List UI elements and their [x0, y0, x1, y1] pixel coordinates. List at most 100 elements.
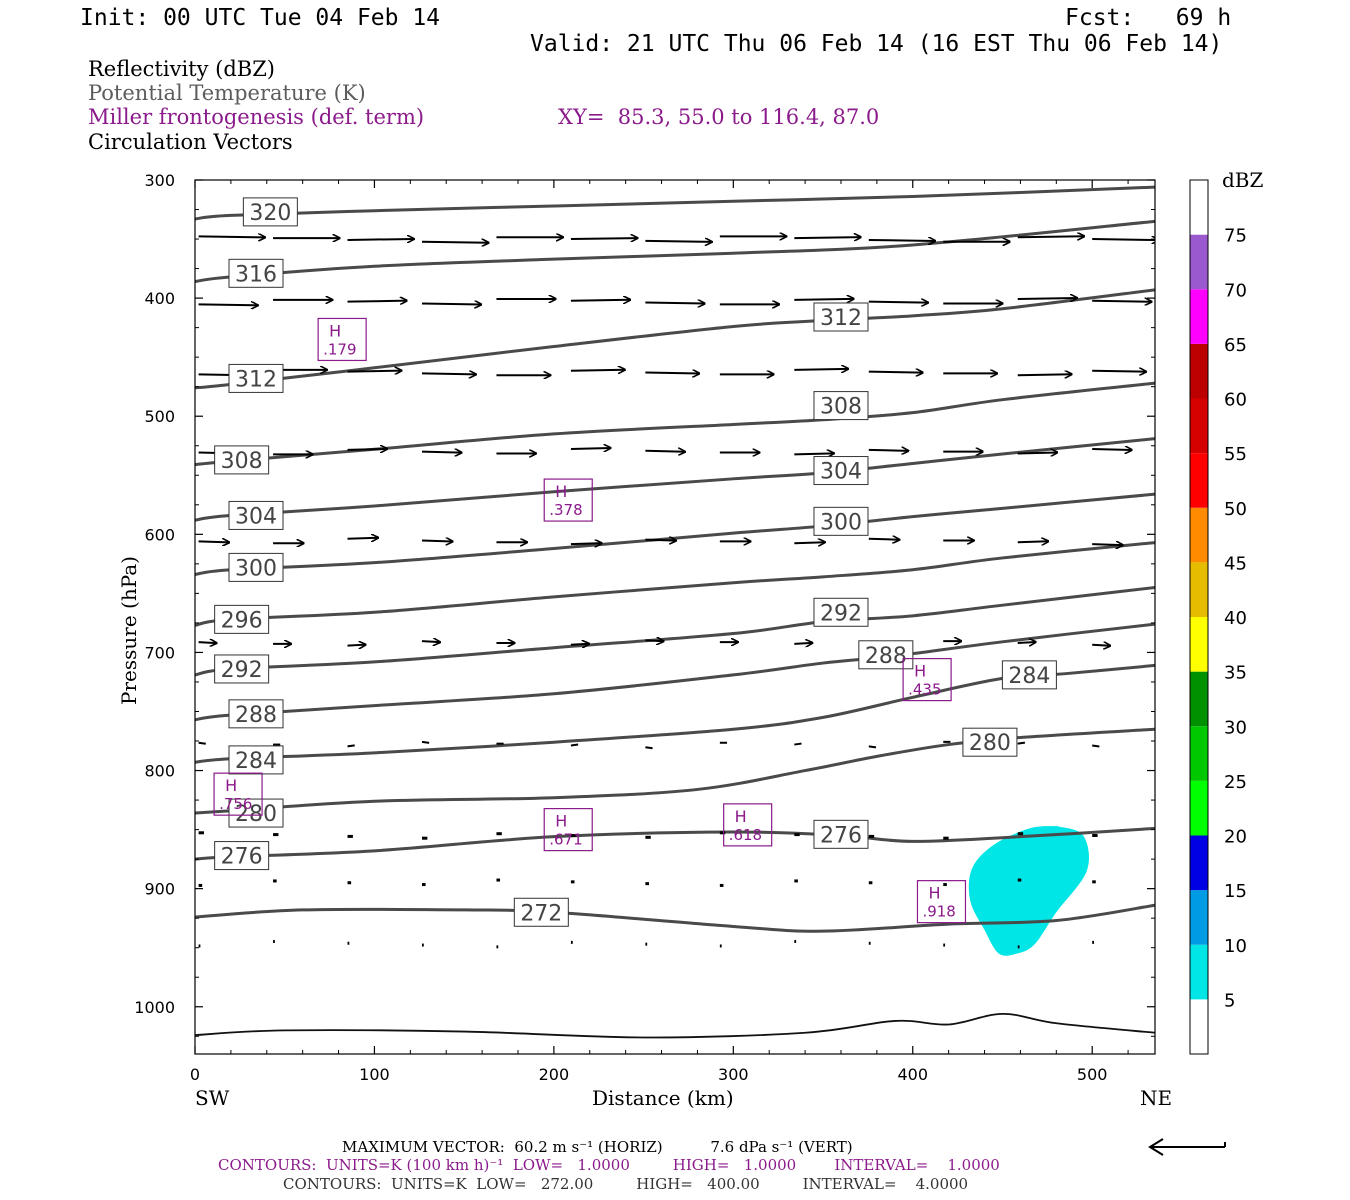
circulation-vector — [1017, 236, 1084, 237]
svg-text:.179: .179 — [323, 340, 356, 358]
svg-text:300: 300 — [235, 556, 277, 581]
x-axis-title: Distance (km) — [592, 1086, 734, 1110]
theta-contour-label: 316 — [228, 258, 284, 288]
theta-contour-label: 292 — [214, 654, 270, 684]
circulation-vector — [198, 642, 217, 643]
svg-text:312: 312 — [820, 306, 862, 331]
circulation-vector — [1017, 741, 1026, 745]
theta-contour-label: 320 — [242, 197, 298, 227]
circulation-vector — [421, 452, 461, 453]
circulation-vector — [794, 237, 860, 238]
circulation-vector — [1017, 642, 1036, 643]
theta-contour-292 — [195, 585, 1155, 677]
frontogenesis-maximum: H.618 — [723, 803, 773, 847]
circulation-vector — [421, 242, 488, 243]
colorbar-segment — [1190, 562, 1208, 617]
circulation-vector — [868, 450, 908, 451]
circulation-vector — [794, 299, 853, 300]
circulation-vector — [1092, 744, 1100, 748]
x-tick-label: 400 — [897, 1065, 928, 1084]
theta-contour-288 — [195, 622, 1155, 722]
svg-text:304: 304 — [820, 460, 862, 485]
theta-contour-label: 272 — [513, 897, 569, 927]
circulation-vector — [868, 745, 877, 749]
colorbar-label: 25 — [1224, 772, 1247, 793]
svg-text:296: 296 — [221, 608, 263, 633]
circulation-vector — [868, 302, 928, 303]
colorbar-label: 35 — [1224, 663, 1247, 684]
circulation-vector — [347, 239, 414, 240]
plot-frame — [194, 179, 1156, 1055]
circulation-vector — [570, 300, 630, 301]
y-tick-label: 400 — [144, 289, 175, 308]
theta-contour-label: 312 — [813, 302, 869, 332]
circulation-vector — [347, 449, 387, 450]
circulation-vector — [868, 372, 923, 373]
svg-text:H: H — [735, 807, 747, 826]
circulation-vector — [1092, 301, 1151, 302]
theta-contour-label: 296 — [214, 604, 270, 634]
svg-text:276: 276 — [820, 823, 862, 848]
svg-text:.918: .918 — [922, 903, 955, 921]
svg-text:308: 308 — [221, 449, 263, 474]
svg-text:H: H — [329, 321, 341, 340]
svg-text:272: 272 — [520, 901, 562, 926]
x-end-label-ne: NE — [1140, 1086, 1173, 1110]
x-tick-label: 300 — [718, 1065, 749, 1084]
theta-contour-304 — [195, 437, 1155, 522]
frontogenesis-maximum: H.378 — [543, 478, 593, 522]
circulation-vector — [1092, 544, 1123, 545]
colorbar-label: 30 — [1224, 717, 1247, 738]
footer-contours-fronto: CONTOURS: UNITS=K (100 km h)⁻¹ LOW= 1.00… — [218, 1156, 1000, 1174]
cross-section-endpoints: XY= 85.3, 55.0 to 116.4, 87.0 — [558, 105, 880, 129]
circulation-vector — [570, 370, 625, 371]
theta-contour-label: 276 — [214, 841, 270, 871]
frontogenesis-maximum: H.179 — [317, 317, 367, 362]
svg-text:.618: .618 — [729, 826, 762, 844]
forecast-hour: Fcst: 69 h — [1065, 5, 1232, 31]
svg-text:312: 312 — [235, 367, 277, 392]
circulation-vector — [1017, 298, 1077, 299]
colorbar-segment — [1190, 671, 1208, 727]
theta-contour-label: 304 — [813, 456, 869, 486]
reference-vector-arrow — [1148, 1138, 1226, 1156]
y-tick-label: 500 — [144, 407, 175, 426]
colorbar-label: 60 — [1224, 390, 1247, 411]
colorbar-label: 15 — [1224, 881, 1247, 902]
colorbar-segment — [1190, 890, 1208, 945]
circulation-vector — [198, 304, 258, 305]
colorbar-segment — [1190, 453, 1208, 508]
colorbar-segment — [1190, 343, 1208, 399]
theta-contour-320 — [195, 185, 1155, 221]
circulation-vector — [347, 744, 355, 748]
frontogenesis-maximum: H.671 — [543, 807, 593, 852]
theta-contour-label: 276 — [813, 819, 869, 849]
circulation-vector — [1092, 645, 1110, 646]
circulation-vector — [570, 238, 637, 239]
colorbar-segment — [1190, 617, 1208, 672]
theta-contour-272 — [195, 903, 1155, 933]
theta-contour-300 — [195, 492, 1155, 576]
colorbar-segment — [1190, 507, 1208, 563]
svg-text:288: 288 — [235, 703, 277, 728]
colorbar-label: 65 — [1224, 335, 1247, 356]
theta-contour-label: 300 — [228, 552, 284, 582]
circulation-vector — [421, 541, 453, 542]
svg-text:.378: .378 — [549, 501, 582, 519]
svg-text:320: 320 — [249, 201, 291, 226]
circulation-vector — [347, 371, 402, 372]
colorbar-segment — [1190, 289, 1208, 344]
circulation-vector — [1017, 541, 1049, 542]
y-tick-label: 300 — [144, 171, 175, 190]
frontogenesis-maximum: H.918 — [916, 880, 967, 924]
reflectivity-5dbz-area — [968, 826, 1090, 956]
theta-contour-label: 300 — [813, 506, 869, 536]
x-end-label-sw: SW — [195, 1086, 230, 1110]
colorbar-segment — [1190, 780, 1208, 836]
circulation-vector — [570, 743, 579, 747]
colorbar-label: 45 — [1224, 553, 1247, 574]
circulation-vector — [794, 369, 848, 370]
svg-text:304: 304 — [235, 504, 277, 529]
theta-contour-296 — [195, 541, 1155, 627]
circulation-vector — [347, 538, 379, 539]
